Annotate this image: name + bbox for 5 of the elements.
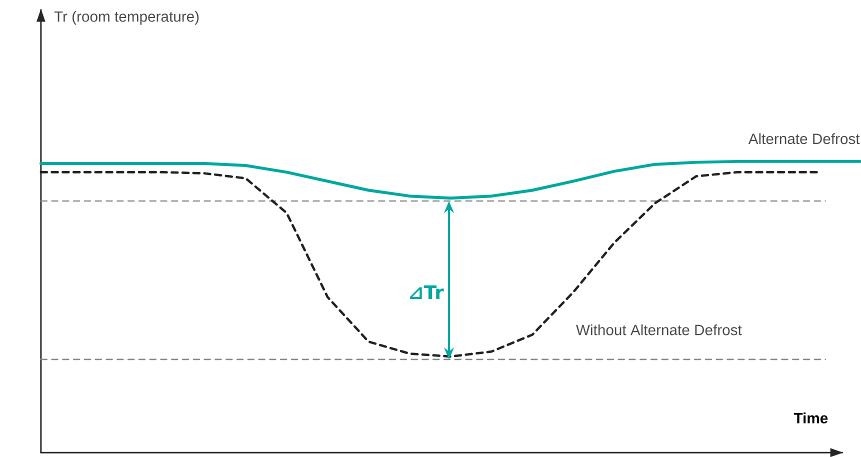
x-axis-title: Time [794,412,828,424]
series-label: Without Alternate Defrost [576,324,742,336]
series-label: Alternate Defrost [748,133,860,144]
text: Tr (room temperature) [54,11,199,25]
annotation: ⊿Tr [410,286,444,300]
